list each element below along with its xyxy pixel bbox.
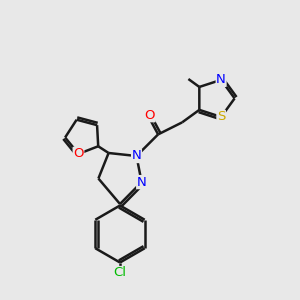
- Text: N: N: [132, 149, 141, 163]
- Text: S: S: [217, 110, 225, 123]
- Text: N: N: [137, 176, 146, 189]
- Text: Cl: Cl: [113, 266, 127, 280]
- Text: O: O: [145, 109, 155, 122]
- Text: N: N: [216, 74, 226, 86]
- Text: O: O: [73, 147, 84, 161]
